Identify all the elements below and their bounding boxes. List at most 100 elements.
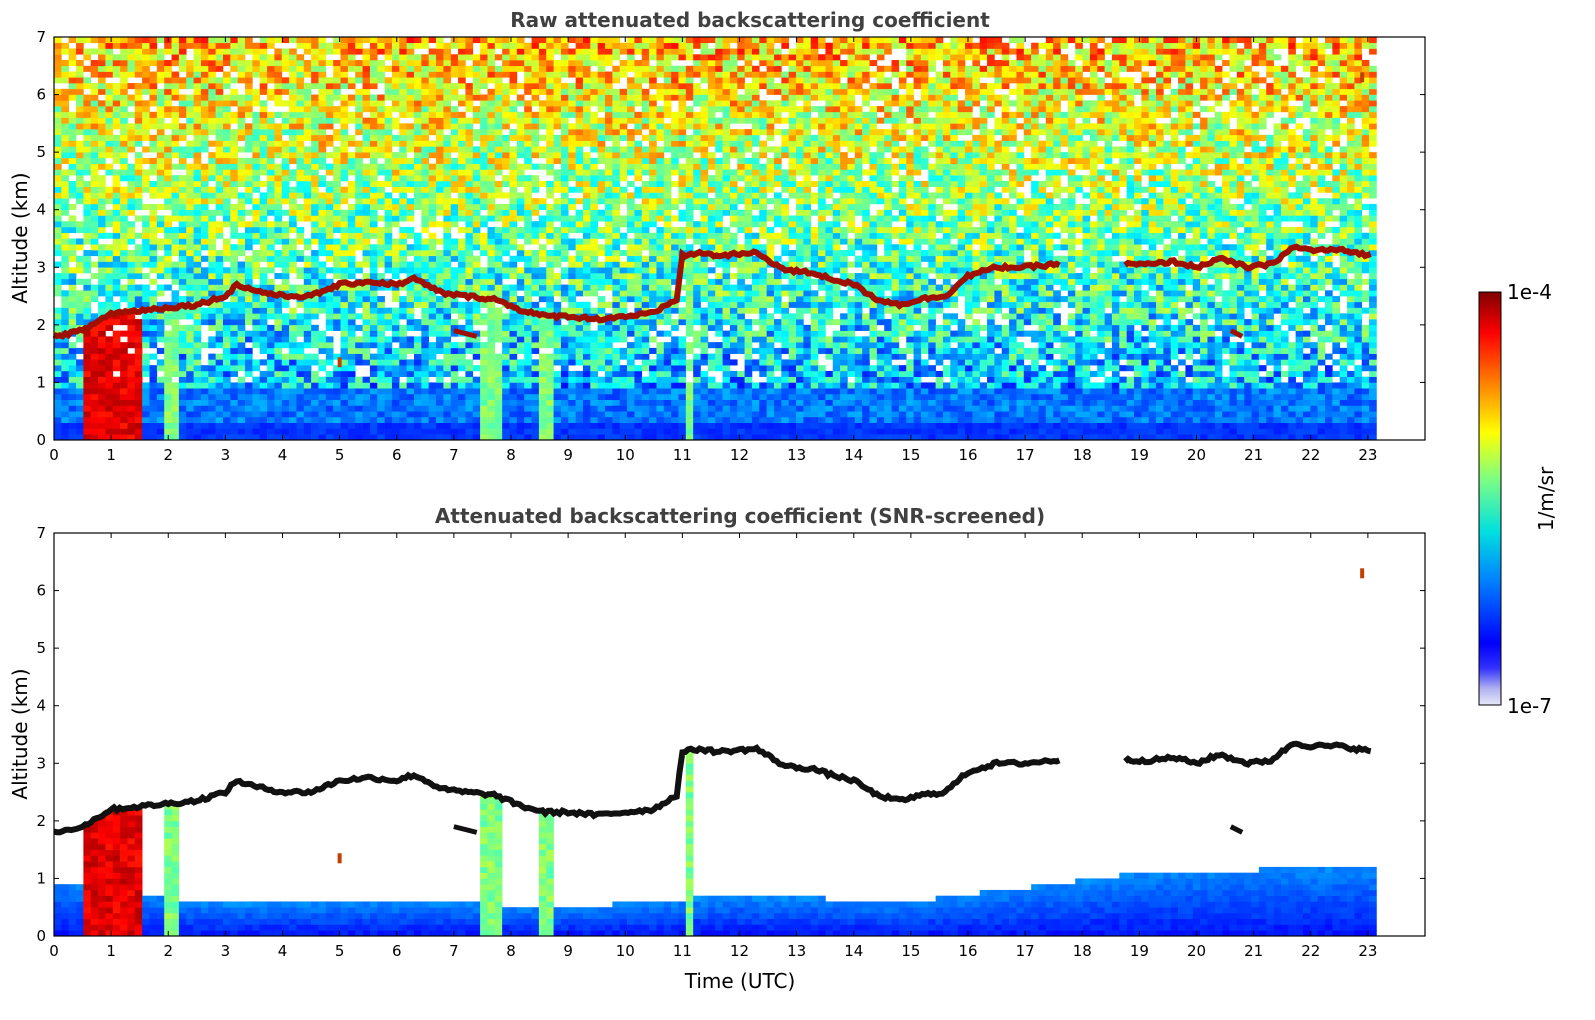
heatmap-cell: [318, 71, 327, 78]
heatmap-cell: [355, 175, 363, 182]
heatmap-cell: [509, 42, 518, 49]
heatmap-cell: [127, 232, 136, 239]
heatmap-cell: [156, 152, 165, 159]
heatmap-cell: [83, 370, 92, 377]
heatmap-cell: [516, 284, 525, 291]
heatmap-cell: [553, 359, 562, 366]
heatmap-cell: [274, 261, 283, 268]
heatmap-cell: [546, 434, 554, 441]
heatmap-cell: [127, 94, 136, 101]
heatmap-cell: [311, 250, 319, 257]
heatmap-cell: [369, 261, 378, 268]
heatmap-cell: [215, 353, 224, 360]
heatmap-cell: [612, 111, 621, 118]
heatmap-cell: [178, 134, 187, 141]
heatmap-cell: [281, 370, 290, 377]
heatmap-cell: [296, 313, 305, 320]
heatmap-cell: [458, 416, 466, 424]
heatmap-cell: [267, 353, 275, 360]
heatmap-cell: [568, 353, 576, 360]
heatmap-cell: [619, 393, 628, 400]
heatmap-cell: [458, 434, 466, 441]
heatmap-cell: [450, 134, 459, 141]
heatmap-cell: [590, 382, 598, 389]
heatmap-cell: [208, 278, 216, 285]
heatmap-cell: [112, 37, 121, 44]
heatmap-cell: [98, 106, 106, 113]
heatmap-cell: [355, 244, 363, 251]
heatmap-cell: [112, 382, 121, 389]
heatmap-cell: [480, 232, 488, 239]
heatmap-cell: [171, 106, 180, 113]
heatmap-cell: [193, 261, 202, 268]
heatmap-cell: [303, 255, 312, 262]
heatmap-cell: [208, 399, 216, 406]
heatmap-cell: [436, 60, 444, 67]
heatmap-cell: [54, 244, 62, 251]
heatmap-cell: [230, 169, 238, 176]
heatmap-cell: [333, 267, 341, 274]
heatmap-cell: [502, 209, 510, 216]
heatmap-cell: [458, 428, 466, 435]
heatmap-cell: [634, 273, 643, 280]
heatmap-cell: [472, 169, 481, 176]
heatmap-cell: [384, 382, 393, 389]
heatmap-cell: [318, 77, 327, 84]
heatmap-cell: [252, 54, 261, 61]
heatmap-cell: [377, 123, 385, 130]
heatmap-cell: [553, 146, 562, 153]
heatmap-cell: [325, 342, 334, 349]
heatmap-cell: [215, 411, 224, 418]
heatmap-cell: [560, 376, 569, 383]
heatmap-cell: [450, 319, 459, 326]
heatmap-cell: [399, 175, 407, 182]
heatmap-cell: [582, 250, 591, 257]
heatmap-cell: [303, 129, 312, 136]
heatmap-cell: [245, 157, 253, 164]
heatmap-cell: [391, 296, 400, 303]
heatmap-cell: [83, 313, 92, 320]
heatmap-cell: [267, 388, 275, 395]
heatmap-cell: [377, 370, 385, 377]
heatmap-cell: [384, 313, 393, 320]
heatmap-cell: [560, 359, 569, 366]
heatmap-cell: [575, 71, 584, 78]
heatmap-cell: [178, 65, 187, 72]
heatmap-cell: [428, 399, 437, 406]
heatmap-cell: [127, 393, 136, 400]
heatmap-cell: [289, 94, 297, 101]
heatmap-cell: [443, 353, 452, 360]
heatmap-cell: [186, 307, 194, 314]
heatmap-cell: [318, 393, 327, 400]
heatmap-cell: [414, 301, 422, 308]
heatmap-cell: [230, 267, 238, 274]
heatmap-cell: [289, 48, 297, 55]
heatmap-cell: [149, 140, 158, 147]
heatmap-cell: [142, 180, 150, 187]
heatmap-cell: [494, 359, 503, 366]
heatmap-cell: [83, 261, 92, 268]
heatmap-cell: [384, 393, 393, 400]
heatmap-cell: [575, 353, 584, 360]
heatmap-cell: [274, 221, 283, 228]
heatmap-cell: [355, 192, 363, 199]
heatmap-cell: [156, 313, 165, 320]
heatmap-cell: [465, 163, 474, 170]
heatmap-cell: [267, 330, 275, 337]
heatmap-cell: [156, 134, 165, 141]
heatmap-cell: [98, 434, 106, 441]
heatmap-cell: [568, 347, 576, 354]
heatmap-cell: [215, 416, 224, 424]
heatmap-cell: [267, 42, 275, 49]
heatmap-cell: [509, 146, 518, 153]
heatmap-cell: [112, 65, 121, 72]
heatmap-cell: [384, 370, 393, 377]
heatmap-cell: [612, 330, 621, 337]
heatmap-cell: [98, 163, 106, 170]
heatmap-cell: [436, 65, 444, 72]
heatmap-cell: [597, 232, 606, 239]
heatmap-cell: [369, 290, 378, 297]
heatmap-cell: [98, 330, 106, 337]
heatmap-cell: [428, 388, 437, 395]
heatmap-cell: [560, 284, 569, 291]
